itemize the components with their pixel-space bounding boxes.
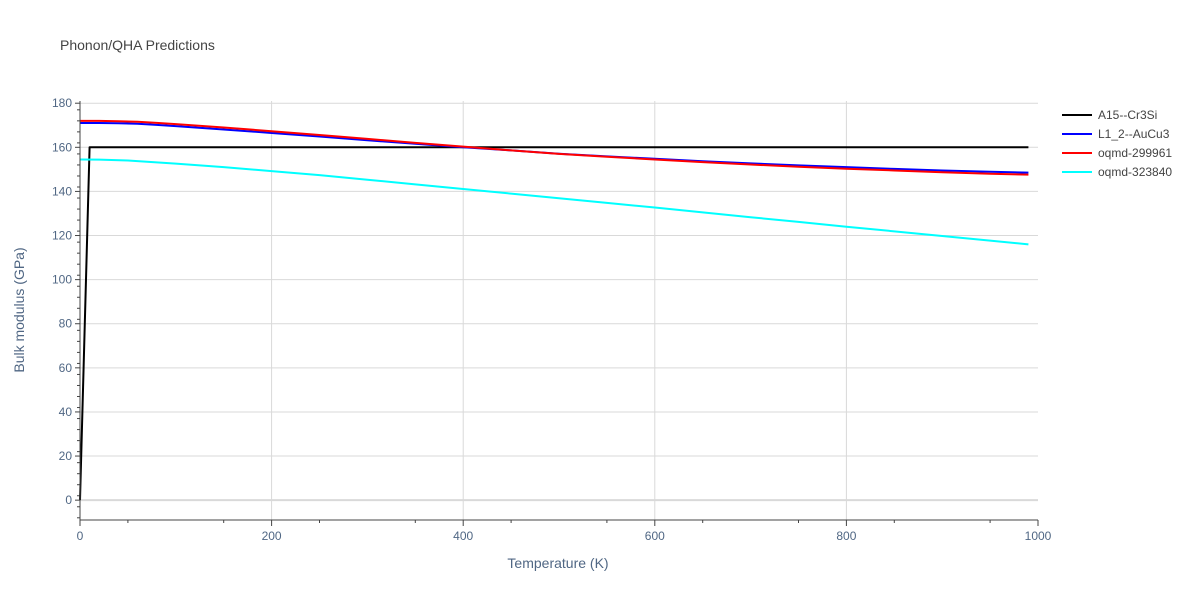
y-tick-label: 80 — [59, 317, 73, 331]
y-tick-label: 100 — [52, 273, 72, 287]
y-tick-label: 0 — [65, 493, 72, 507]
x-tick-label: 200 — [262, 529, 282, 543]
y-axis-title: Bulk modulus (GPa) — [11, 247, 27, 372]
legend: A15--Cr3Si L1_2--AuCu3 oqmd-299961 oqmd-323… — [1062, 108, 1172, 179]
y-tick-label: 180 — [52, 96, 72, 110]
x-tick-label: 800 — [836, 529, 856, 543]
x-tick-label: 1000 — [1025, 529, 1052, 543]
y-axis: 0 20 40 60 80 100 120 140 160 180 — [52, 96, 81, 520]
legend-label-oqmd-299961: oqmd-299961 — [1098, 146, 1172, 160]
y-tick-label: 160 — [52, 140, 72, 154]
legend-label-oqmd-323840: oqmd-323840 — [1098, 165, 1172, 179]
plot-area — [79, 119, 1029, 501]
x-tick-label: 0 — [77, 529, 84, 543]
x-tick-label: 400 — [453, 529, 473, 543]
y-tick-label: 40 — [59, 405, 73, 419]
y-tick-label: 60 — [59, 361, 73, 375]
x-tick-label: 600 — [645, 529, 665, 543]
y-tick-label: 120 — [52, 229, 72, 243]
legend-label-l1-2-aucu3: L1_2--AuCu3 — [1098, 127, 1170, 141]
series-line-oqmd-299961 — [80, 119, 1029, 176]
legend-label-a15-cr3si: A15--Cr3Si — [1098, 108, 1157, 122]
chart-title: Phonon/QHA Predictions — [60, 37, 215, 53]
x-axis-title: Temperature (K) — [507, 555, 608, 571]
x-axis: 0 200 400 600 800 1000 — [77, 519, 1052, 543]
y-tick-label: 20 — [59, 449, 73, 463]
y-tick-label: 140 — [52, 184, 72, 198]
series-line-oqmd-323840 — [79, 158, 1029, 246]
